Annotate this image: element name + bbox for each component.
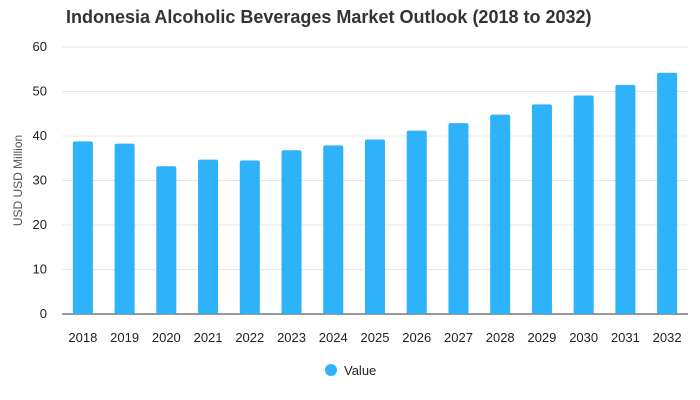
x-tick-label: 2026 (402, 330, 431, 345)
x-tick-label: 2022 (235, 330, 264, 345)
x-tick-label: 2018 (68, 330, 97, 345)
chart-title: Indonesia Alcoholic Beverages Market Out… (66, 7, 592, 27)
legend-label: Value (344, 363, 376, 378)
bar-2020[interactable] (156, 166, 177, 314)
bar-2018[interactable] (72, 141, 93, 314)
y-axis-title: USD USD Million (11, 135, 25, 226)
y-tick-label: 30 (33, 173, 47, 188)
bar-2021[interactable] (198, 159, 219, 314)
y-tick-label: 20 (33, 217, 47, 232)
x-tick-label: 2031 (611, 330, 640, 345)
bar-2022[interactable] (239, 160, 260, 314)
y-tick-label: 60 (33, 39, 47, 54)
y-tick-label: 10 (33, 262, 47, 277)
bar-2026[interactable] (406, 130, 427, 314)
bar-2027[interactable] (448, 123, 469, 314)
x-tick-label: 2027 (444, 330, 473, 345)
x-tick-label: 2030 (569, 330, 598, 345)
bar-2024[interactable] (323, 145, 344, 314)
bar-2031[interactable] (615, 84, 636, 314)
x-tick-label: 2032 (653, 330, 682, 345)
y-tick-label: 40 (33, 128, 47, 143)
x-tick-label: 2021 (194, 330, 223, 345)
y-tick-label: 50 (33, 84, 47, 99)
x-tick-label: 2025 (361, 330, 390, 345)
x-tick-label: 2024 (319, 330, 348, 345)
bar-2029[interactable] (531, 104, 552, 314)
bar-2032[interactable] (657, 72, 678, 314)
x-tick-label: 2028 (486, 330, 515, 345)
x-tick-label: 2019 (110, 330, 139, 345)
x-tick-label: 2020 (152, 330, 181, 345)
x-tick-label: 2029 (527, 330, 556, 345)
legend-marker (325, 364, 337, 376)
bar-2023[interactable] (281, 150, 302, 314)
y-tick-label: 0 (40, 306, 47, 321)
bar-2025[interactable] (364, 139, 386, 314)
x-tick-label: 2023 (277, 330, 306, 345)
bar-2028[interactable] (490, 114, 511, 314)
bar-2030[interactable] (573, 95, 594, 314)
bar-2019[interactable] (114, 143, 135, 314)
